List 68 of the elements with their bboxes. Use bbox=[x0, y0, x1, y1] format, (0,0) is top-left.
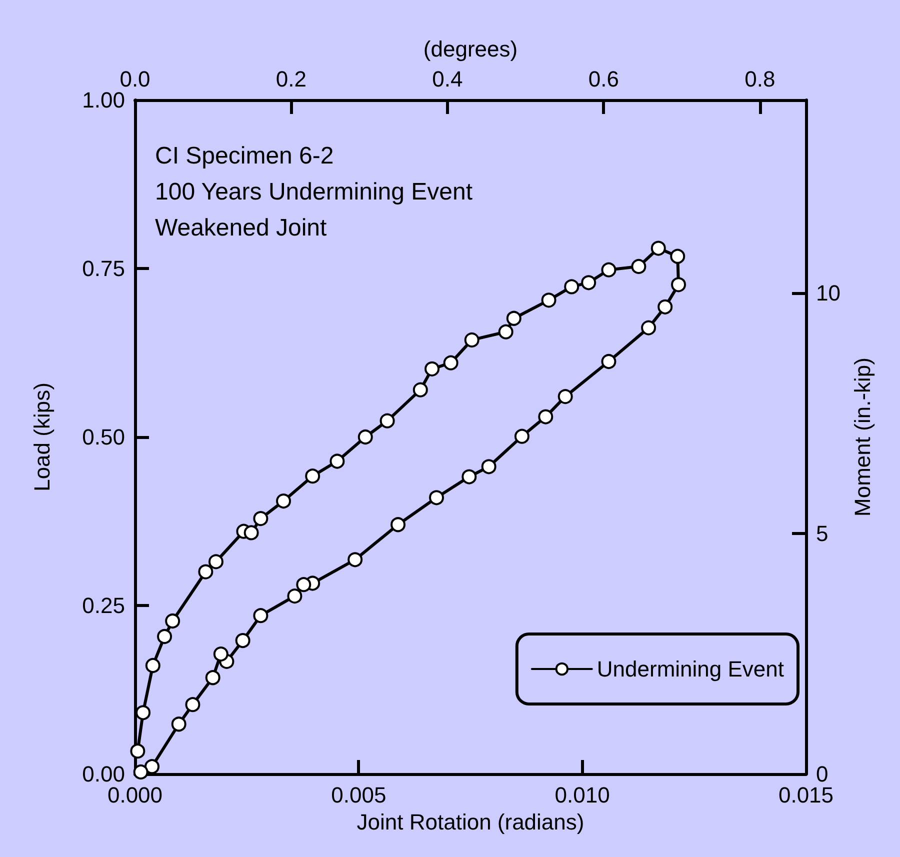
y2-tick-label: 10 bbox=[816, 280, 840, 306]
point bbox=[165, 614, 180, 628]
point bbox=[144, 759, 160, 774]
point bbox=[538, 409, 554, 424]
point bbox=[205, 670, 220, 686]
y-tick-label: 0.50 bbox=[82, 424, 125, 450]
point bbox=[253, 511, 268, 526]
point bbox=[541, 292, 556, 308]
point bbox=[506, 310, 522, 326]
point bbox=[130, 744, 146, 759]
point bbox=[558, 389, 573, 404]
point bbox=[601, 262, 616, 278]
point bbox=[671, 277, 686, 292]
annotation: Weakened Joint bbox=[155, 214, 327, 242]
x2-tick-label: 0.6 bbox=[588, 66, 619, 92]
point bbox=[208, 554, 224, 570]
point bbox=[276, 494, 292, 509]
point bbox=[481, 459, 496, 474]
point bbox=[287, 588, 302, 604]
point bbox=[213, 646, 228, 662]
point bbox=[244, 525, 259, 540]
point bbox=[498, 324, 514, 340]
x2-tick-label: 0.2 bbox=[276, 66, 307, 92]
point bbox=[185, 697, 200, 712]
x2-axis-title: (degrees) bbox=[423, 36, 518, 62]
point bbox=[390, 517, 406, 532]
y-tick-label: 0.75 bbox=[82, 256, 125, 281]
annotation: 100 Years Undermining Event bbox=[155, 178, 473, 206]
y2-tick-label: 5 bbox=[816, 520, 828, 546]
point bbox=[330, 454, 345, 469]
point bbox=[253, 608, 268, 624]
point bbox=[348, 552, 363, 568]
point bbox=[157, 629, 172, 644]
point bbox=[581, 275, 596, 290]
point bbox=[601, 354, 616, 370]
point bbox=[443, 355, 458, 370]
y-axis-title: Load (kips) bbox=[30, 382, 54, 492]
point bbox=[464, 332, 480, 348]
x-tick-label: 0.005 bbox=[331, 782, 386, 808]
point bbox=[145, 658, 160, 673]
x2-tick-label: 0.8 bbox=[744, 66, 776, 92]
point bbox=[631, 258, 646, 274]
annotation: CI Specimen 6-2 bbox=[155, 142, 334, 170]
point bbox=[650, 240, 666, 256]
point bbox=[564, 279, 580, 294]
y-tick-label: 0.25 bbox=[82, 593, 125, 618]
x2-tick-label: 0.4 bbox=[432, 66, 463, 92]
point bbox=[670, 248, 686, 264]
x-axis-title: Joint Rotation (radians) bbox=[356, 809, 584, 834]
point bbox=[296, 577, 312, 592]
point bbox=[658, 299, 673, 314]
point bbox=[514, 428, 530, 444]
legend-label: Undermining Event bbox=[596, 656, 784, 682]
point bbox=[462, 469, 477, 484]
point bbox=[235, 633, 250, 648]
point bbox=[305, 468, 320, 484]
point bbox=[171, 716, 186, 732]
point bbox=[133, 764, 148, 780]
x-tick-label: 0.010 bbox=[554, 782, 610, 808]
y2-axis-title: Moment (in.-kip) bbox=[850, 358, 875, 516]
point bbox=[198, 564, 214, 580]
point bbox=[429, 490, 444, 506]
point bbox=[358, 430, 373, 444]
point bbox=[424, 361, 440, 376]
point bbox=[380, 413, 395, 428]
point bbox=[641, 320, 656, 336]
point bbox=[136, 705, 151, 720]
point bbox=[412, 382, 428, 398]
